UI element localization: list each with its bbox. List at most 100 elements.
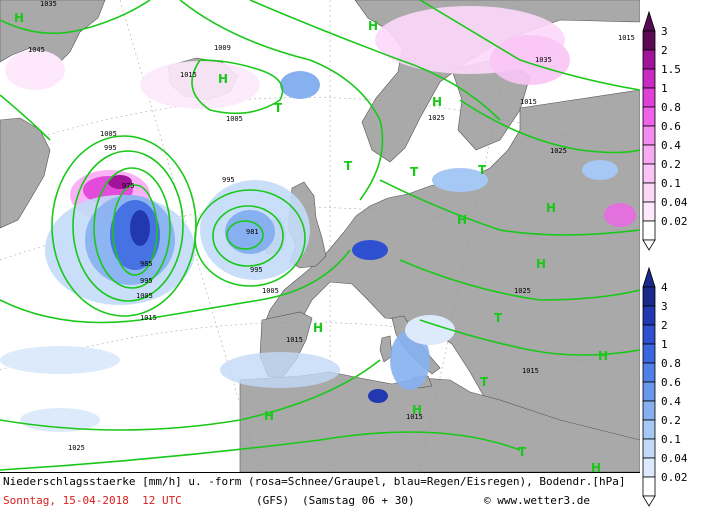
rain-scale-label: 4 [661, 281, 668, 294]
pressure-label: 1015 [286, 336, 303, 344]
rain-scale-label: 0.6 [661, 376, 681, 389]
rain-scale-swatch [642, 419, 656, 440]
snow-scale-swatch [642, 182, 656, 203]
rain-scale-label: 2 [661, 319, 668, 332]
north-africa [239, 371, 640, 472]
snow-scale-label: 1.5 [661, 63, 681, 76]
snow-scale-swatch [642, 163, 656, 184]
pressure-label: 1025 [514, 287, 531, 295]
rain-scale-label: 0.2 [661, 414, 681, 427]
precipitation-legend: 3 2 1.5 1 0.8 0.6 0.4 0.2 0.1 0.04 0.02 4 3 2 1 0.8 0.6… [640, 0, 704, 513]
pressure-system-marker: H [368, 19, 378, 33]
rain-scale-label: 3 [661, 300, 668, 313]
snow-scale-swatch [642, 87, 656, 108]
pressure-system-marker: H [14, 11, 24, 25]
rain-scale-swatch [642, 438, 656, 459]
snow-scale-swatch [642, 220, 656, 241]
pressure-label: 1045 [28, 46, 45, 54]
pressure-label: 981 [246, 228, 259, 236]
legend-scales: 3 2 1.5 1 0.8 0.6 0.4 0.2 0.1 0.04 0.02 4 3 2 1 0.8 0.6… [642, 10, 688, 507]
pressure-label: 1005 [226, 115, 243, 123]
pressure-system-marker: H [591, 461, 601, 472]
isobars [0, 0, 640, 471]
corsica-sardinia [379, 335, 393, 363]
pressure-labels: 1045 1005 1009 1015 1035 1015 1025 1025 … [28, 0, 635, 452]
pressure-label: 1015 [522, 367, 539, 375]
rain-scale-swatch [642, 362, 656, 383]
snow-scale-label: 0.2 [661, 158, 681, 171]
rain-scale-swatch [642, 286, 656, 307]
pressure-label: 975 [122, 182, 135, 190]
map-footer: Niederschlagsstaerke [mm/h] u. -form (ro… [0, 472, 640, 514]
rain-scale-swatch [642, 381, 656, 402]
snow-scale-bottom-arrow [642, 239, 656, 251]
snow-scale-top-arrow [642, 10, 656, 32]
rain-scale-bottom-arrow [642, 495, 656, 507]
pressure-label: 985 [140, 260, 153, 268]
snow-scale-swatch [642, 201, 656, 222]
rain-scale-swatch [642, 457, 656, 478]
pressure-label: 995 [222, 176, 235, 184]
rain-scale-swatch [642, 400, 656, 421]
rain-scale-swatch [642, 324, 656, 345]
snow-scale: 3 2 1.5 1 0.8 0.6 0.4 0.2 0.1 0.04 0.02 [642, 10, 688, 251]
pressure-label: 1035 [40, 0, 57, 8]
rain-scale-label: 0.02 [661, 471, 688, 484]
snow-scale-swatch [642, 144, 656, 165]
snow-scale-label: 0.1 [661, 177, 681, 190]
model-name: (GFS) [256, 494, 290, 507]
pressure-system-marker: T [518, 445, 527, 459]
pressure-system-marker: H [546, 201, 556, 215]
pressure-system-marker: H [264, 409, 274, 423]
pressure-label: 1015 [618, 34, 635, 42]
snow-scale-label: 2 [661, 44, 668, 57]
rain-scale: 4 3 2 1 0.8 0.6 0.4 0.2 0.1 0.04 0.02 [642, 266, 688, 507]
weather-map: 1045 1005 1009 1015 1035 1015 1025 1025 … [0, 0, 640, 472]
snow-scale-swatch [642, 30, 656, 51]
rain-scale-top-arrow [642, 266, 656, 288]
rain-scale-label: 0.4 [661, 395, 681, 408]
rain-scale-label: 1 [661, 338, 668, 351]
pressure-system-marker: H [598, 349, 608, 363]
pressure-system-marker: T [478, 163, 487, 177]
labrador-canada [0, 117, 51, 229]
pressure-system-marker: H [412, 403, 422, 417]
snow-scale-label: 0.6 [661, 120, 681, 133]
rain-scale-label: 0.8 [661, 357, 681, 370]
pressure-label: 995 [104, 144, 117, 152]
pressure-label: 1015 [140, 314, 157, 322]
pressure-label: 1025 [68, 444, 85, 452]
pressure-system-marker: T [274, 101, 283, 115]
snow-scale-swatch [642, 106, 656, 127]
pressure-label: 995 [250, 266, 263, 274]
snow-scale-label: 0.02 [661, 215, 688, 228]
pressure-label: 1015 [406, 413, 423, 421]
pressure-label: 1015 [520, 98, 537, 106]
pressure-system-marker: H [313, 321, 323, 335]
pressure-system-marker: T [344, 159, 353, 173]
pressure-system-marker: T [480, 375, 489, 389]
snow-scale-swatch [642, 68, 656, 89]
copyright-link[interactable]: © www.wetter3.de [484, 494, 590, 507]
pressure-system-marker: T [494, 311, 503, 325]
map-canvas: 1045 1005 1009 1015 1035 1015 1025 1025 … [0, 0, 640, 472]
pressure-label: 1005 [136, 292, 153, 300]
pressure-system-marker: H [457, 213, 467, 227]
pressure-label: 995 [140, 277, 153, 285]
pressure-system-marker: H [536, 257, 546, 271]
snow-scale-swatch [642, 49, 656, 70]
snow-scale-label: 0.4 [661, 139, 681, 152]
map-title: Niederschlagsstaerke [mm/h] u. -form (ro… [3, 475, 626, 488]
pressure-label: 1025 [428, 114, 445, 122]
pressure-label: 1015 [180, 71, 197, 79]
pressure-label: 1009 [214, 44, 231, 52]
snow-scale-label: 1 [661, 82, 668, 95]
pressure-system-marker: H [432, 95, 442, 109]
pressure-systems: H H H T T H T H H T H H H T T H H H T [14, 11, 608, 472]
snow-scale-label: 0.04 [661, 196, 688, 209]
forecast-date: Sonntag, 15-04-2018 12 UTC [3, 494, 182, 507]
pressure-label: 1035 [535, 56, 552, 64]
pressure-label: 1005 [100, 130, 117, 138]
run-info: (Samstag 06 + 30) [302, 494, 415, 507]
rain-scale-swatch [642, 343, 656, 364]
